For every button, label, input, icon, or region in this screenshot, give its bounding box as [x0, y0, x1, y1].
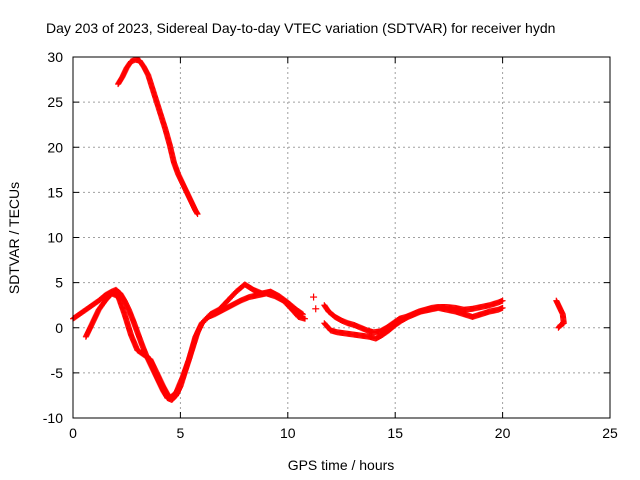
x-tick-label: 25	[602, 425, 618, 441]
x-axis-title: GPS time / hours	[288, 457, 395, 473]
chart-title: Day 203 of 2023, Sidereal Day-to-day VTE…	[46, 20, 555, 36]
data-point	[310, 293, 318, 301]
ticks: 0 5 10 15 20 25 -10 -5 0 5 10 15 20 25 30	[43, 49, 618, 441]
data-point	[312, 305, 320, 313]
y-tick-label: 5	[55, 275, 63, 291]
y-tick-label: 10	[47, 230, 63, 246]
x-tick-label: 5	[177, 425, 185, 441]
y-tick-label: 15	[47, 184, 63, 200]
x-tick-label: 0	[69, 425, 77, 441]
grid	[73, 57, 610, 418]
x-tick-label: 20	[495, 425, 511, 441]
y-tick-label: 0	[55, 320, 63, 336]
data-point	[555, 324, 562, 331]
x-tick-label: 10	[280, 425, 296, 441]
y-tick-label: -5	[51, 365, 64, 381]
y-tick-label: 25	[47, 94, 63, 110]
y-tick-label: -10	[43, 410, 63, 426]
data-point	[556, 323, 563, 330]
data-point	[499, 304, 506, 311]
data-point	[194, 211, 201, 218]
y-axis-title: SDTVAR / TECUs	[6, 182, 22, 294]
data-point	[299, 311, 306, 318]
data-point	[298, 310, 305, 317]
data-points	[70, 56, 567, 403]
x-tick-label: 15	[387, 425, 403, 441]
y-tick-label: 20	[47, 139, 63, 155]
data-point	[301, 315, 308, 322]
data-point	[499, 297, 506, 304]
y-tick-label: 30	[47, 49, 63, 65]
